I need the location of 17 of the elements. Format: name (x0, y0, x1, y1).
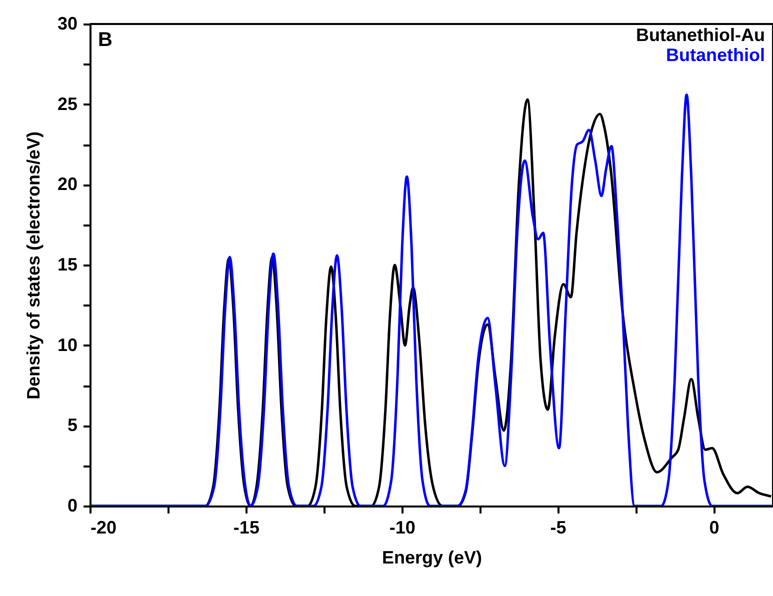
y-tick-label: 10 (57, 334, 78, 355)
text: Butanethiol (666, 45, 765, 65)
y-tick-label: 25 (57, 94, 78, 114)
x-tick-label: -15 (233, 518, 260, 538)
annotation: B (98, 29, 112, 51)
y-tick-label: 20 (57, 174, 78, 194)
y-tick-label: 5 (67, 415, 78, 436)
x-tick-label: -10 (389, 518, 416, 538)
x-tick-label: 0 (709, 518, 720, 538)
text: Butanethiol-Au (636, 25, 765, 45)
y-axis-title: Density of states (electrons/eV) (23, 131, 44, 400)
y-tick-label: 0 (67, 496, 78, 516)
y-tick-label: 15 (57, 254, 78, 274)
x-axis-title: Energy (eV) (382, 548, 482, 568)
y-tick-label: 30 (57, 14, 78, 34)
x-tick-label: -20 (90, 518, 117, 538)
x-tick-label: -5 (550, 518, 566, 538)
